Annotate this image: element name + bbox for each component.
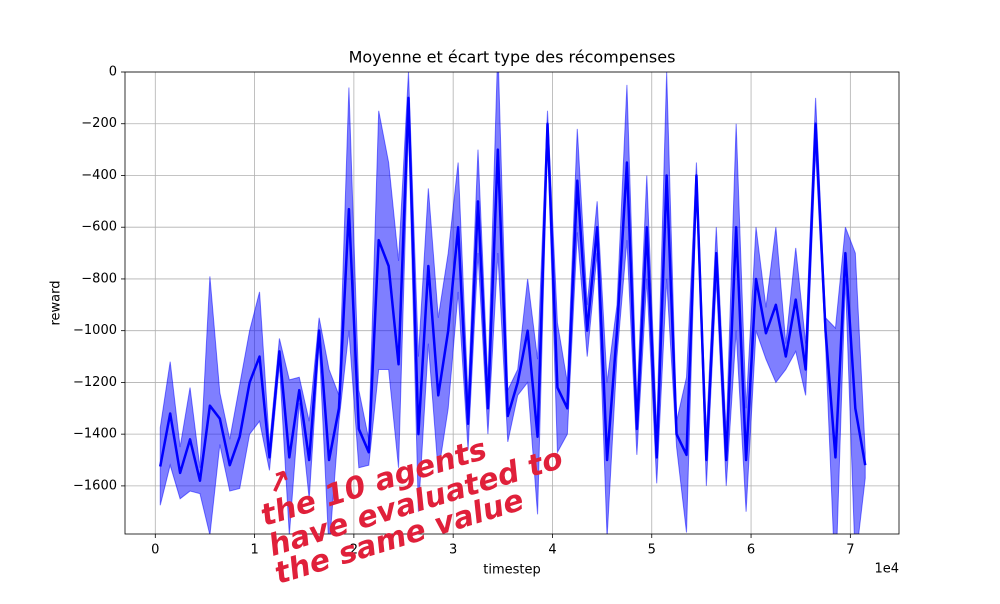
x-tick-label: 4	[548, 543, 556, 558]
x-tick-label: 0	[151, 543, 159, 558]
x-tick-label: 3	[449, 543, 457, 558]
y-tick-label: 0	[109, 65, 117, 80]
x-tick-label: 5	[648, 543, 656, 558]
x-tick-label: 1	[250, 543, 258, 558]
y-tick-label: −1000	[73, 323, 117, 338]
x-offset-label: 1e4	[874, 562, 899, 577]
x-tick-label: 6	[747, 543, 755, 558]
x-axis-label: timestep	[483, 563, 541, 578]
y-tick-label: −800	[81, 271, 117, 286]
series	[159, 72, 867, 534]
y-axis-label: reward	[49, 280, 64, 325]
y-tick-label: −1200	[73, 375, 117, 390]
y-tick-label: −600	[81, 220, 117, 235]
y-tick-label: −200	[81, 116, 117, 131]
x-tick-label: 7	[846, 543, 854, 558]
axes-frame	[124, 71, 900, 535]
y-tick-label: −1400	[73, 427, 117, 442]
y-tick-label: −400	[81, 168, 117, 183]
chart-title: Moyenne et écart type des récompenses	[349, 48, 676, 67]
mean-line	[159, 96, 867, 482]
y-tick-label: −1600	[73, 478, 117, 493]
x-tick-label: 2	[350, 543, 358, 558]
